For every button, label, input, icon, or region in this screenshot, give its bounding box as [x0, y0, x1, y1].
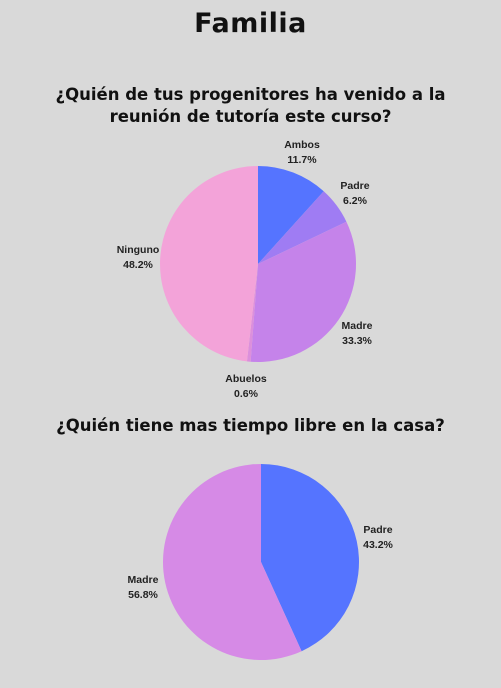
- slice-label-ambos: Ambos: [284, 139, 320, 151]
- pie-slice-abuelos: [246, 264, 258, 362]
- slice-percent-padre: 6.2%: [343, 195, 368, 207]
- slice-label-madre: Madre: [128, 574, 159, 586]
- chart-2-title: ¿Quién tiene mas tiempo libre en la casa…: [56, 416, 445, 435]
- pie-slice-ambos: [258, 166, 324, 264]
- slice-label-padre: Padre: [340, 180, 369, 192]
- slice-percent-madre: 33.3%: [342, 335, 372, 347]
- slice-label-ninguno: Ninguno: [117, 244, 160, 256]
- slice-percent-ambos: 11.7%: [287, 154, 317, 166]
- pie-slice-padre: [258, 191, 347, 264]
- slice-label-abuelos: Abuelos: [225, 373, 267, 385]
- slice-label-padre: Padre: [363, 524, 392, 536]
- slice-percent-madre: 56.8%: [128, 589, 158, 601]
- page-title: Familia: [194, 8, 307, 39]
- pie-slice-ninguno: [160, 166, 258, 362]
- pie-chart-progenitores: Ambos 11.7% Padre 6.2% Madre 33.3% Abuelos 0.6%…: [117, 139, 373, 400]
- pie-slice-padre: [261, 464, 359, 652]
- pie-chart-tiempo-libre: Padre 43.2% Madre 56.8%: [128, 464, 394, 660]
- slice-percent-ninguno: 48.2%: [123, 259, 153, 271]
- slice-label-madre: Madre: [342, 320, 373, 332]
- slice-percent-padre: 43.2%: [363, 539, 393, 551]
- pie-slice-madre: [162, 464, 302, 660]
- pie-slice-madre: [250, 221, 356, 362]
- chart-1-title: ¿Quién de tus progenitores ha venido a l…: [55, 85, 446, 126]
- slice-percent-abuelos: 0.6%: [234, 388, 259, 400]
